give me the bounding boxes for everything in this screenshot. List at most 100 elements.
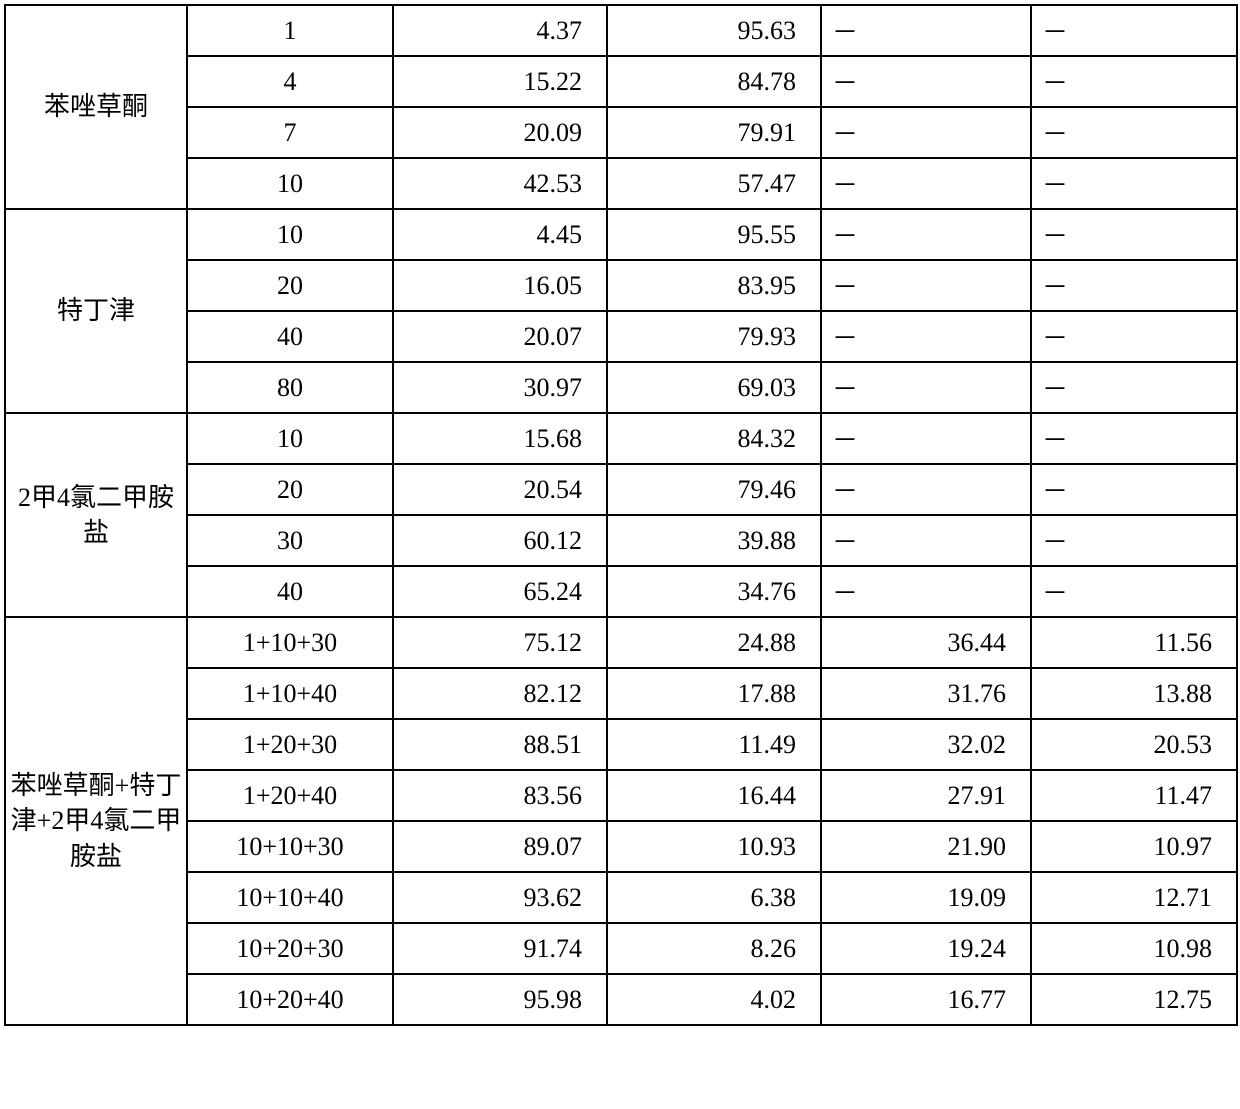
- cell: 95.98: [393, 974, 607, 1025]
- cell: 16.77: [821, 974, 1031, 1025]
- table-row: 10+20+30 91.74 8.26 19.24 10.98: [5, 923, 1237, 974]
- cell: －: [821, 311, 1031, 362]
- cell: 10+20+30: [187, 923, 393, 974]
- cell: 83.56: [393, 770, 607, 821]
- cell: 19.24: [821, 923, 1031, 974]
- cell: 36.44: [821, 617, 1031, 668]
- cell: 69.03: [607, 362, 821, 413]
- table-row: 苯唑草酮+特丁津+2甲4氯二甲胺盐 1+10+30 75.12 24.88 36…: [5, 617, 1237, 668]
- cell: 17.88: [607, 668, 821, 719]
- cell: 4.45: [393, 209, 607, 260]
- cell: －: [821, 566, 1031, 617]
- cell: 40: [187, 311, 393, 362]
- table-row: 1+20+40 83.56 16.44 27.91 11.47: [5, 770, 1237, 821]
- cell: 40: [187, 566, 393, 617]
- group-label: 苯唑草酮+特丁津+2甲4氯二甲胺盐: [5, 617, 187, 1025]
- cell: －: [821, 413, 1031, 464]
- cell: 82.12: [393, 668, 607, 719]
- table-row: 20 20.54 79.46 － －: [5, 464, 1237, 515]
- cell: 1+10+30: [187, 617, 393, 668]
- cell: 10.98: [1031, 923, 1237, 974]
- cell: 1: [187, 5, 393, 56]
- table-row: 1+20+30 88.51 11.49 32.02 20.53: [5, 719, 1237, 770]
- data-table: 苯唑草酮 1 4.37 95.63 － － 4 15.22 84.78 － － …: [4, 4, 1238, 1026]
- cell: 24.88: [607, 617, 821, 668]
- table-row: 苯唑草酮 1 4.37 95.63 － －: [5, 5, 1237, 56]
- cell: 93.62: [393, 872, 607, 923]
- cell: －: [1031, 464, 1237, 515]
- cell: 11.47: [1031, 770, 1237, 821]
- table-row: 80 30.97 69.03 － －: [5, 362, 1237, 413]
- cell: 20.09: [393, 107, 607, 158]
- cell: 79.46: [607, 464, 821, 515]
- cell: －: [1031, 566, 1237, 617]
- cell: －: [1031, 413, 1237, 464]
- cell: －: [1031, 158, 1237, 209]
- cell: －: [821, 362, 1031, 413]
- group-label: 2甲4氯二甲胺盐: [5, 413, 187, 617]
- cell: －: [821, 464, 1031, 515]
- cell: 88.51: [393, 719, 607, 770]
- cell: 79.91: [607, 107, 821, 158]
- cell: －: [1031, 362, 1237, 413]
- cell: 19.09: [821, 872, 1031, 923]
- cell: 10: [187, 413, 393, 464]
- cell: 91.74: [393, 923, 607, 974]
- cell: －: [1031, 515, 1237, 566]
- table-row: 2甲4氯二甲胺盐 10 15.68 84.32 － －: [5, 413, 1237, 464]
- cell: 10: [187, 158, 393, 209]
- cell: 75.12: [393, 617, 607, 668]
- cell: 1+20+30: [187, 719, 393, 770]
- table-row: 1+10+40 82.12 17.88 31.76 13.88: [5, 668, 1237, 719]
- cell: 12.71: [1031, 872, 1237, 923]
- cell: －: [1031, 311, 1237, 362]
- table-row: 4 15.22 84.78 － －: [5, 56, 1237, 107]
- cell: －: [1031, 107, 1237, 158]
- cell: 30.97: [393, 362, 607, 413]
- cell: 30: [187, 515, 393, 566]
- table-row: 10+10+30 89.07 10.93 21.90 10.97: [5, 821, 1237, 872]
- cell: 13.88: [1031, 668, 1237, 719]
- cell: 79.93: [607, 311, 821, 362]
- cell: 4: [187, 56, 393, 107]
- table-row: 40 20.07 79.93 － －: [5, 311, 1237, 362]
- cell: 20.54: [393, 464, 607, 515]
- cell: －: [821, 5, 1031, 56]
- cell: 95.63: [607, 5, 821, 56]
- cell: 12.75: [1031, 974, 1237, 1025]
- cell: －: [821, 515, 1031, 566]
- cell: 34.76: [607, 566, 821, 617]
- group-label: 特丁津: [5, 209, 187, 413]
- table-row: 10 42.53 57.47 － －: [5, 158, 1237, 209]
- cell: 10+20+40: [187, 974, 393, 1025]
- cell: 10+10+40: [187, 872, 393, 923]
- cell: 57.47: [607, 158, 821, 209]
- cell: －: [821, 107, 1031, 158]
- cell: －: [821, 209, 1031, 260]
- cell: 4.37: [393, 5, 607, 56]
- cell: 20: [187, 464, 393, 515]
- cell: 16.44: [607, 770, 821, 821]
- cell: 21.90: [821, 821, 1031, 872]
- cell: 8.26: [607, 923, 821, 974]
- cell: 1+20+40: [187, 770, 393, 821]
- cell: 10: [187, 209, 393, 260]
- cell: －: [1031, 5, 1237, 56]
- table-row: 40 65.24 34.76 － －: [5, 566, 1237, 617]
- cell: －: [821, 158, 1031, 209]
- cell: 15.22: [393, 56, 607, 107]
- cell: 10+10+30: [187, 821, 393, 872]
- cell: 20: [187, 260, 393, 311]
- table-row: 30 60.12 39.88 － －: [5, 515, 1237, 566]
- table-row: 10+10+40 93.62 6.38 19.09 12.71: [5, 872, 1237, 923]
- group-label: 苯唑草酮: [5, 5, 187, 209]
- cell: 65.24: [393, 566, 607, 617]
- cell: 83.95: [607, 260, 821, 311]
- cell: －: [1031, 260, 1237, 311]
- cell: 84.32: [607, 413, 821, 464]
- cell: 31.76: [821, 668, 1031, 719]
- cell: 95.55: [607, 209, 821, 260]
- cell: 20.53: [1031, 719, 1237, 770]
- cell: 10.97: [1031, 821, 1237, 872]
- cell: 4.02: [607, 974, 821, 1025]
